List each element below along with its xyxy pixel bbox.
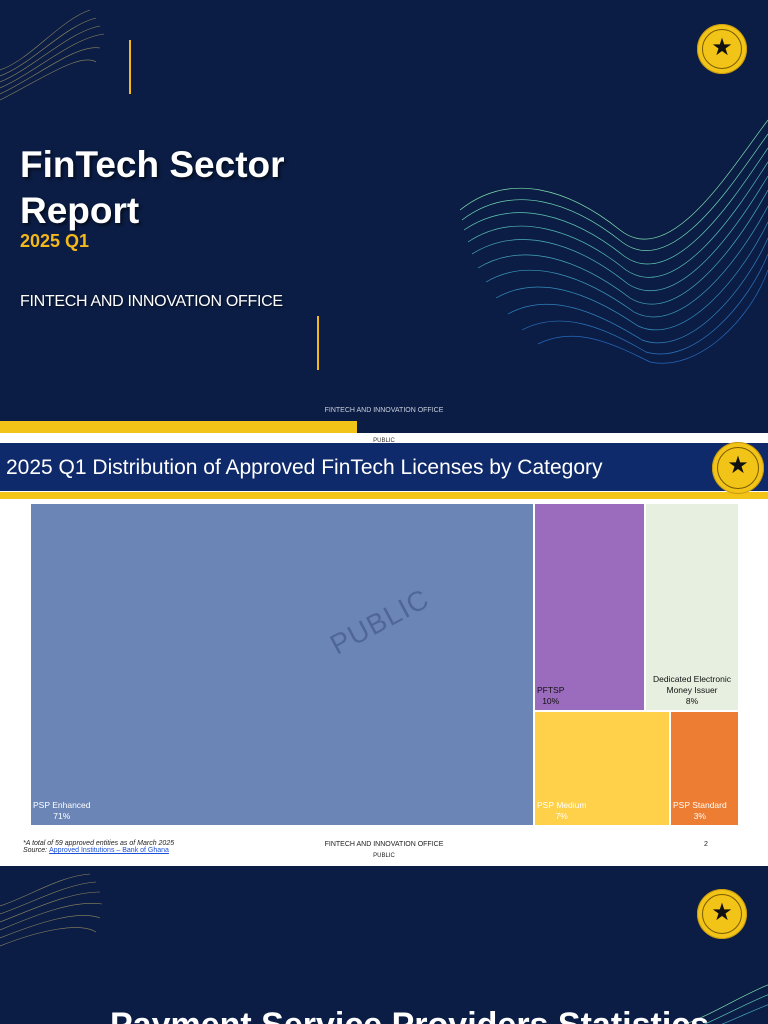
wave-decoration-right xyxy=(684,984,768,1024)
tile-psp-standard: PSP Standard 3% xyxy=(670,711,739,826)
title-band: 2025 Q1 Distribution of Approved FinTech… xyxy=(0,443,768,491)
category-name: PSP Standard xyxy=(673,800,727,810)
gold-accent-line xyxy=(0,492,768,499)
classification-label-bottom: PUBLIC xyxy=(373,853,395,859)
wave-decoration-topleft xyxy=(0,9,105,101)
page-number: 2 xyxy=(704,841,708,848)
slide-title: 2025 Q1 Distribution of Approved FinTech… xyxy=(6,456,603,479)
gold-divider-mid xyxy=(317,316,319,370)
source-prefix: Source: xyxy=(23,847,50,854)
category-value: 7% xyxy=(555,811,568,821)
source-link[interactable]: Approved Institutions – Bank of Ghana xyxy=(49,847,169,854)
cover-slide: ★ FinTech Sector Report 2025 Q1 FINTECH … xyxy=(0,0,768,433)
psp-statistics-slide: ★ Payment Service Providers Statistics xyxy=(0,866,768,1024)
category-name: PSP Medium xyxy=(537,800,587,810)
report-title-line2: Report xyxy=(20,190,140,231)
report-title-line1: FinTech Sector xyxy=(20,144,285,185)
footnote: *A total of 59 approved entities as of M… xyxy=(23,840,174,854)
tile-dedicated-emi: Dedicated Electronic Money Issuer 8% xyxy=(645,503,739,711)
slide-title-partial: Payment Service Providers Statistics xyxy=(110,1006,709,1024)
slide-footer: FINTECH AND INNOVATION OFFICE xyxy=(324,407,444,414)
classification-label-top: PUBLIC xyxy=(373,438,395,444)
bank-of-ghana-seal-logo: ★ xyxy=(697,889,747,939)
slide-footer: FINTECH AND INNOVATION OFFICE xyxy=(324,841,444,848)
office-name: FINTECH AND INNOVATION OFFICE xyxy=(20,293,283,310)
tile-label-psp-medium: PSP Medium 7% xyxy=(537,800,586,822)
category-name: PSP Enhanced xyxy=(33,800,91,810)
wave-decoration-topleft xyxy=(0,873,103,947)
tile-psp-enhanced: PSP Enhanced 71% xyxy=(30,503,534,826)
category-value: 3% xyxy=(693,811,706,821)
tile-pftsp: PFTSP 10% xyxy=(534,503,645,711)
wave-decoration-right xyxy=(459,119,768,364)
category-name: Dedicated Electronic Money Issuer xyxy=(653,674,731,695)
report-title: FinTech Sector Report xyxy=(20,142,285,234)
gold-divider-top xyxy=(129,40,131,94)
category-value: 8% xyxy=(685,696,699,706)
license-treemap: PSP Enhanced 71% PFTSP 10% Dedicated Ele… xyxy=(30,503,739,826)
footnote-source: Source: Approved Institutions – Bank of … xyxy=(23,847,174,854)
category-name: PFTSP xyxy=(537,685,565,695)
bank-of-ghana-seal-logo: ★ xyxy=(712,442,764,494)
tile-label-dedicated-emi: Dedicated Electronic Money Issuer 8% xyxy=(646,674,738,707)
tile-label-psp-enhanced: PSP Enhanced 71% xyxy=(33,800,91,822)
category-value: 10% xyxy=(542,696,560,706)
category-value: 71% xyxy=(53,811,71,821)
tile-label-psp-standard: PSP Standard 3% xyxy=(673,800,727,822)
report-period: 2025 Q1 xyxy=(20,231,90,251)
gold-accent-bar xyxy=(0,421,357,433)
bank-of-ghana-seal-logo: ★ xyxy=(697,24,747,74)
footnote-total: *A total of 59 approved entities as of M… xyxy=(23,840,175,847)
tile-psp-medium: PSP Medium 7% xyxy=(534,711,670,826)
tile-label-pftsp: PFTSP 10% xyxy=(537,685,564,707)
license-distribution-slide: PUBLIC 2025 Q1 Distribution of Approved … xyxy=(0,433,768,865)
